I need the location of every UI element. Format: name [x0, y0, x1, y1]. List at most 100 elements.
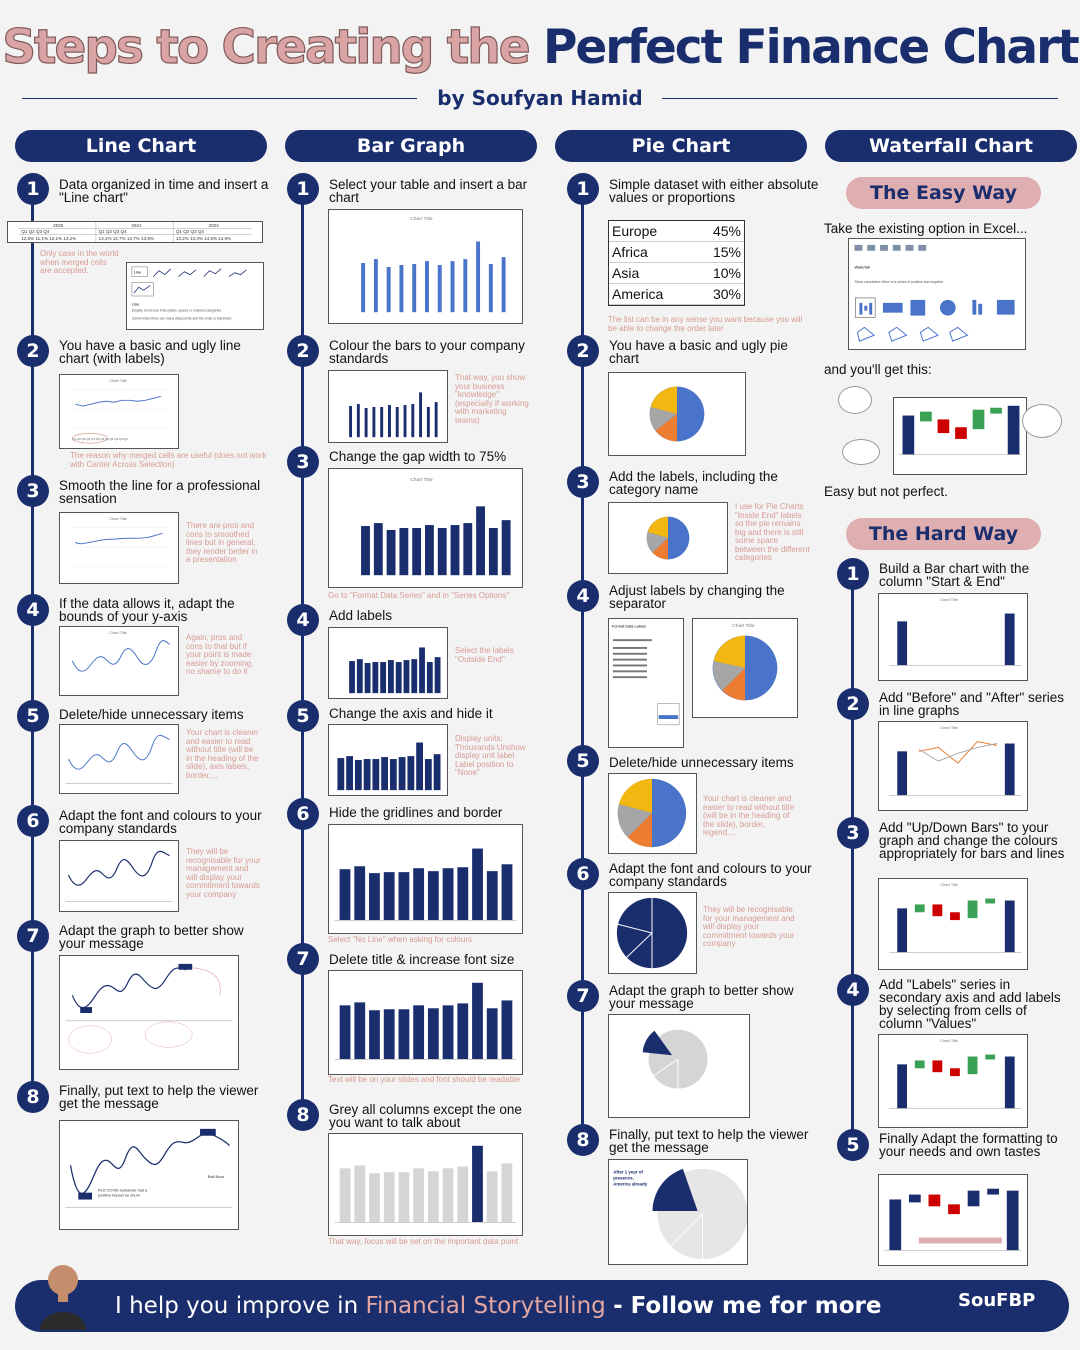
step-number: 4 [287, 604, 319, 636]
easy-intro: Take the existing option in Excel... [824, 221, 1028, 236]
step-note: Only case in the world when merged cells… [40, 249, 119, 275]
step-text: Delete title & increase font size [329, 952, 515, 967]
svg-text:America already: America already [613, 1182, 648, 1187]
pie-thumb-message [608, 1014, 750, 1118]
step-text: Data organized in time and insert a "Lin… [59, 177, 269, 205]
step-text: Finally, put text to help the viewer get… [609, 1127, 809, 1155]
title-divider-left [22, 98, 417, 99]
step-note: Text will be on your slides and font sho… [328, 1075, 521, 1084]
step-text: Add "Labels" series in secondary axis an… [879, 977, 1061, 1031]
step-text: Hide the gridlines and border [329, 805, 503, 820]
column-header-bar: Bar Graph [285, 130, 537, 162]
step-note: They will be recognisable for your manag… [186, 847, 261, 899]
step-text: Change the gap width to 75% [329, 449, 507, 464]
step-number: 7 [287, 943, 319, 975]
step-number: 3 [837, 817, 869, 849]
waterfall-thumb-step1: Chart Title [878, 593, 1028, 681]
pie-data-table: Europe 45% Africa 15% Asia 10% America 30% [608, 220, 745, 306]
callout-bubble [1022, 404, 1062, 438]
step-number: 2 [837, 688, 869, 720]
title-part-1: Steps to Creating the [2, 19, 532, 75]
step-note: Again, pros and cons to that but if your… [186, 633, 254, 676]
table-row: America 30% [609, 284, 744, 305]
title-divider-right [662, 98, 1058, 99]
svg-text:13,1% 12,7% 13,7% 13,9%: 13,1% 12,7% 13,7% 13,9% [99, 236, 154, 241]
step-number: 5 [287, 700, 319, 732]
insert-line-chart-menu-thumb: Line Line Display trend over time (dates, … [126, 262, 264, 330]
easy-way-badge: The Easy Way [846, 177, 1041, 209]
step-note: The reason why merged cells are useful (… [70, 451, 267, 469]
table-row: Asia 10% [609, 263, 744, 284]
pie-thumb-clean [608, 773, 697, 854]
svg-text:Q1 Q2 Q3 Q4: Q1 Q2 Q3 Q4 [176, 229, 204, 234]
svg-text:12,5% 11,1% 12,1% 13,2%: 12,5% 11,1% 12,1% 13,2% [21, 236, 76, 241]
svg-text:Format Data Labels: Format Data Labels [612, 624, 646, 629]
step-note: That way, focus will be set on the impor… [328, 1237, 519, 1246]
svg-text:First COVID lockdown had a: First COVID lockdown had a [98, 1188, 148, 1193]
svg-text:Chart Title: Chart Title [410, 216, 433, 222]
step-text: Build a Bar chart with the column "Start… [879, 561, 1030, 589]
timeline-bar [301, 175, 304, 1130]
step-number: 5 [17, 700, 49, 732]
step-number: 6 [567, 858, 599, 890]
table-row: Africa 15% [609, 242, 744, 263]
svg-text:13,2% 13,3% 14,5% 14,9%: 13,2% 13,3% 14,5% 14,9% [176, 236, 231, 241]
step-text: Adapt the graph to better show your mess… [609, 983, 794, 1011]
column-line-chart: Line Chart [15, 130, 267, 162]
svg-text:Q1 Q2 Q3 Q4: Q1 Q2 Q3 Q4 [99, 229, 127, 234]
line-thumb-basic: Chart Title Q1 Q2 Q3 Q4 Q1 Q2 Q3 Q4 Q1 Q2… [59, 374, 179, 449]
svg-text:Chart Title: Chart Title [940, 597, 958, 602]
callout-bubble [838, 386, 872, 414]
pie-thumb-basic [608, 372, 746, 456]
step-number: 1 [17, 173, 49, 205]
easy-result-label: and you'll get this: [824, 362, 932, 377]
svg-text:Line: Line [134, 270, 141, 275]
step-number: 5 [567, 745, 599, 777]
svg-text:Display trend over time (dates: Display trend over time (dates, years) o… [132, 309, 222, 313]
waterfall-thumb-final [878, 1174, 1028, 1266]
byline: by Soufyan Hamid [437, 86, 643, 110]
step-note: They will be recognisable for your manag… [703, 905, 795, 948]
column-header-line: Line Chart [15, 130, 267, 162]
step-text: Select your table and insert a bar chart [329, 177, 528, 205]
pie-thumb-labels [608, 502, 728, 574]
line-thumb-bounds: Chart Title [59, 626, 179, 696]
svg-text:2020: 2020 [53, 223, 64, 228]
column-bar-graph: Bar Graph [285, 130, 537, 162]
footer-text-pre: I help you improve in [115, 1293, 359, 1319]
step-number: 4 [837, 974, 869, 1006]
step-number: 3 [17, 475, 49, 507]
step-text: Add the labels, including the category n… [609, 469, 778, 497]
step-number: 3 [287, 446, 319, 478]
excel-waterfall-menu-thumb: Waterfall Show cumulative effect of a ser… [848, 238, 1026, 350]
step-note: There are pros and cons to smoothed line… [186, 521, 258, 564]
step-number: 7 [17, 920, 49, 952]
step-text: Add "Before" and "After" series in line … [879, 690, 1065, 718]
step-note: Display units: Thousands Unshow display … [455, 734, 526, 777]
bar-thumb-nogrid [328, 824, 523, 934]
step-text: Adapt the font and colours to your compa… [609, 861, 812, 889]
svg-text:Chart Title: Chart Title [940, 1038, 958, 1043]
svg-text:Line: Line [132, 302, 139, 307]
svg-text:Q1 Q2 Q3 Q4 Q1 Q2 Q3 Q4 Q1 Q2: Q1 Q2 Q3 Q4 Q1 Q2 Q3 Q4 Q1 Q2 Q3 Q4 [72, 437, 128, 441]
step-number: 3 [567, 466, 599, 498]
step-note: Your chart is cleaner and easier to read… [703, 794, 795, 837]
step-number: 1 [837, 558, 869, 590]
page-title: Steps to Creating the Perfect Finance Ch… [0, 18, 1080, 78]
step-text: Delete/hide unnecessary items [609, 755, 794, 770]
line-thumb-smooth: Chart Title [59, 512, 179, 584]
step-text: You have a basic and ugly pie chart [609, 338, 788, 366]
step-number: 2 [287, 335, 319, 367]
step-note: Select the labels "Outside End" [455, 646, 514, 664]
step-note: Go to "Format Data Series" and in "Serie… [328, 591, 510, 600]
step-note: Select "No Line" when asking for colours [328, 935, 472, 944]
step-text: Add "Up/Down Bars" to your graph and cha… [879, 820, 1065, 861]
svg-text:presence,: presence, [613, 1176, 634, 1181]
footer-banner: I help you improve in Financial Storytel… [15, 1280, 1069, 1332]
column-waterfall-chart: Waterfall Chart [825, 130, 1077, 162]
step-text: Grey all columns except the one you want… [329, 1102, 522, 1130]
bar-thumb-branded [328, 370, 448, 443]
svg-text:Chart Title: Chart Title [940, 725, 958, 730]
bar-thumb-font [328, 970, 523, 1075]
svg-text:After 1 year of: After 1 year of [613, 1170, 643, 1175]
